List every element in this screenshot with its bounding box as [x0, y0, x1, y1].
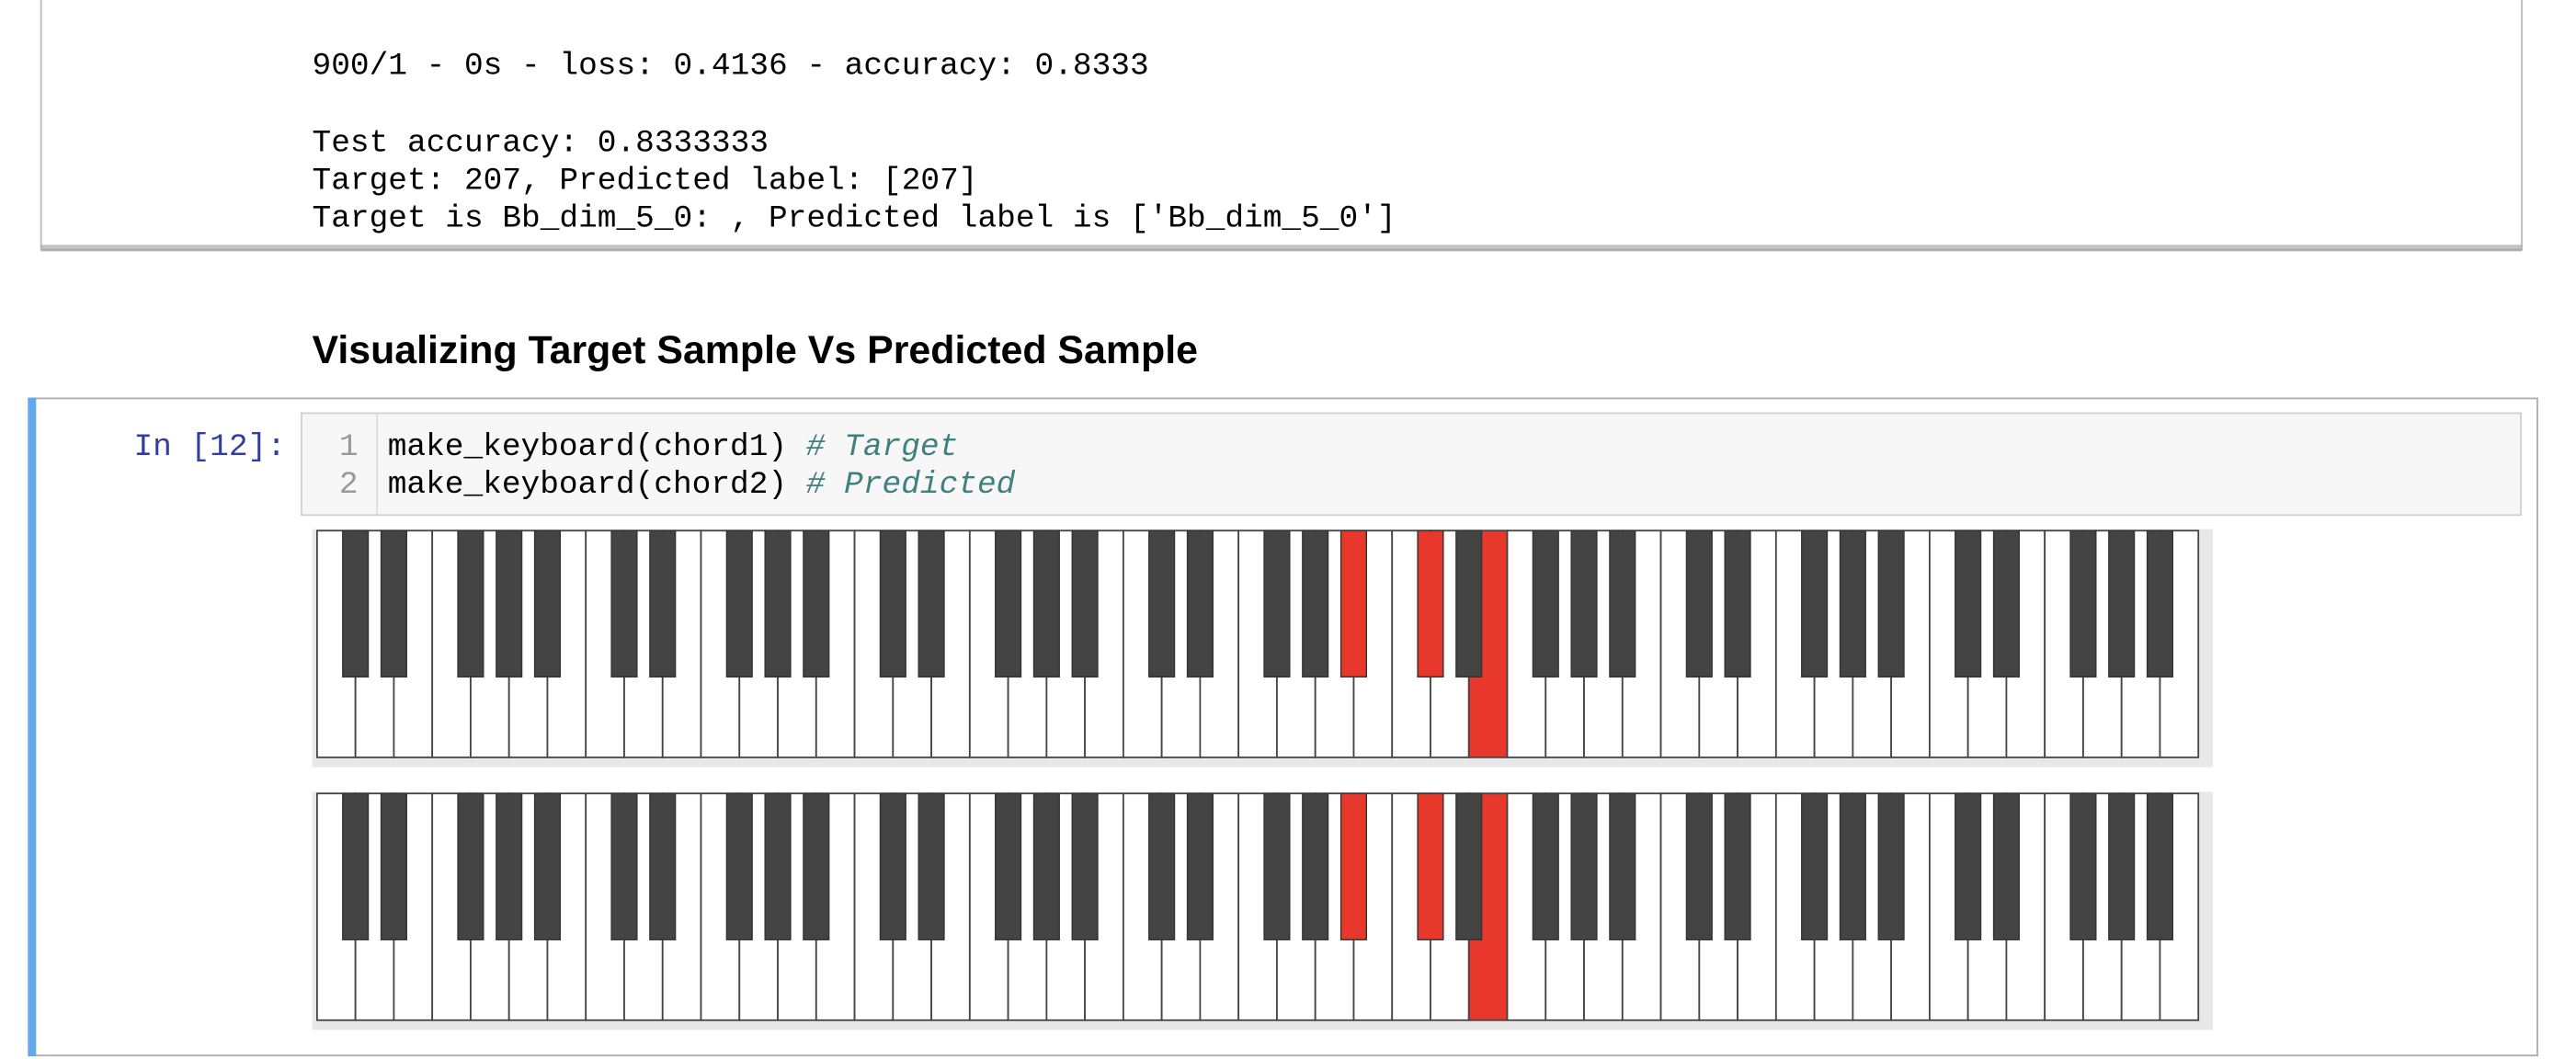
black-key: [1570, 792, 1598, 940]
black-key: [1801, 792, 1829, 940]
output-line: Test accuracy: 0.8333333: [313, 125, 769, 161]
black-key: [380, 792, 407, 940]
black-key: [610, 792, 638, 940]
code-text: make_keyboard(chord2): [388, 467, 787, 503]
code-comment: # Predicted: [806, 467, 1016, 503]
black-key: [725, 530, 753, 678]
black-key: [496, 530, 523, 678]
black-key: [1570, 530, 1598, 678]
code-line: make_keyboard(chord1) # Target: [388, 429, 959, 465]
black-key: [1839, 792, 1866, 940]
black-key: [1186, 792, 1214, 940]
black-key: [533, 792, 562, 940]
black-key: [879, 792, 906, 940]
black-key: [1724, 792, 1751, 940]
black-key: [879, 530, 906, 678]
black-key: [1992, 792, 2020, 940]
cell-selection-bar: [28, 397, 37, 1057]
black-key: [1263, 530, 1291, 678]
black-key: [533, 530, 562, 678]
output-line: Target: 207, Predicted label: [207]: [313, 164, 978, 199]
black-key: [803, 792, 830, 940]
black-key: [1186, 530, 1214, 678]
code-line: make_keyboard(chord2) # Predicted: [388, 467, 1016, 503]
black-key: [1032, 530, 1060, 678]
black-key: [1417, 792, 1444, 940]
black-key: [2146, 792, 2174, 940]
input-prompt: In [12]:: [133, 429, 285, 465]
black-key: [2108, 530, 2136, 678]
black-key: [2108, 792, 2136, 940]
black-key: [1877, 530, 1905, 678]
black-key: [1839, 530, 1866, 678]
code-comment: # Target: [806, 429, 958, 465]
black-key: [1148, 530, 1176, 678]
output-area: [40, 0, 2523, 251]
black-key: [380, 530, 407, 678]
black-key: [1724, 530, 1751, 678]
black-key: [342, 530, 370, 678]
black-key: [1609, 530, 1636, 678]
black-key: [1148, 792, 1176, 940]
output-line: 900/1 - 0s - loss: 0.4136 - accuracy: 0.…: [313, 48, 1149, 84]
black-key: [1801, 530, 1829, 678]
black-key: [918, 792, 945, 940]
output-shadow: [40, 245, 2523, 252]
black-key: [1955, 792, 1982, 940]
black-key: [1455, 792, 1483, 940]
black-key: [1263, 792, 1291, 940]
black-key: [1339, 530, 1368, 678]
black-key: [1532, 530, 1559, 678]
black-key: [1685, 792, 1713, 940]
line-number: 1: [339, 429, 359, 465]
black-key: [1992, 530, 2020, 678]
black-key: [457, 530, 484, 678]
black-key: [2146, 530, 2174, 678]
black-key: [1532, 792, 1559, 940]
black-key: [803, 530, 830, 678]
black-key: [342, 792, 370, 940]
markdown-heading: Visualizing Target Sample Vs Predicted S…: [313, 328, 1198, 372]
black-key: [2069, 792, 2097, 940]
code-editor[interactable]: [301, 412, 2523, 517]
black-key: [610, 530, 638, 678]
black-key: [995, 792, 1022, 940]
white-key: [700, 530, 741, 758]
black-key: [1685, 530, 1713, 678]
line-number: 2: [339, 467, 359, 503]
black-key: [764, 792, 792, 940]
black-key: [1455, 530, 1483, 678]
black-key: [1339, 792, 1368, 940]
black-key: [1955, 530, 1982, 678]
black-key: [1071, 792, 1099, 940]
black-key: [496, 792, 523, 940]
output-line: Target is Bb_dim_5_0: , Predicted label …: [313, 201, 1396, 237]
black-key: [1302, 792, 1329, 940]
black-key: [995, 530, 1022, 678]
black-key: [457, 792, 484, 940]
black-key: [918, 530, 945, 678]
black-key: [2069, 530, 2097, 678]
black-key: [1877, 792, 1905, 940]
black-key: [649, 530, 677, 678]
black-key: [649, 792, 677, 940]
black-key: [1417, 530, 1444, 678]
black-key: [1071, 530, 1099, 678]
cell-output: [312, 529, 2214, 1031]
black-key: [764, 530, 792, 678]
black-key: [1302, 530, 1329, 678]
code-text: make_keyboard(chord1): [388, 429, 787, 465]
black-key: [725, 792, 753, 940]
black-key: [1032, 792, 1060, 940]
black-key: [1609, 792, 1636, 940]
